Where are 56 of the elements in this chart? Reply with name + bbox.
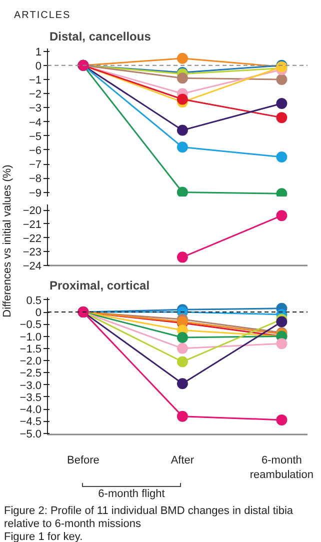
point — [276, 316, 288, 328]
chart-title: Proximal, cortical — [50, 278, 150, 292]
point — [276, 98, 288, 109]
y-tick-label: −6 — [28, 144, 42, 157]
y-tick-label: −7 — [28, 159, 42, 172]
y-tick-label: 1 — [35, 46, 42, 58]
chart-title: Distal, cancellous — [50, 30, 152, 44]
point — [176, 378, 188, 390]
y-tick-label: −9 — [28, 187, 42, 200]
point — [176, 72, 188, 84]
point — [176, 342, 188, 354]
point — [276, 414, 288, 426]
y-tick-label: −24 — [22, 260, 42, 272]
point — [176, 94, 188, 105]
text: ARTICLES — [14, 9, 71, 23]
point — [276, 74, 288, 85]
point — [276, 152, 288, 163]
y-tick-label: −1.0 — [20, 331, 42, 344]
y-tick-label: −8 — [28, 173, 42, 186]
point — [176, 186, 188, 196]
y-tick-label: −0.5 — [20, 319, 42, 332]
y-tick-label: −2.0 — [20, 356, 42, 368]
y-tick-label: −3 — [28, 102, 42, 115]
y-tick-label: −23 — [22, 246, 42, 259]
caption: Figure 1 for key. — [4, 531, 84, 542]
y-tick-label: −3.5 — [20, 392, 42, 404]
point — [276, 112, 288, 124]
y-tick-label: −1 — [28, 74, 42, 87]
y-tick-label: −5.0 — [20, 428, 42, 440]
y-tick-label: −3.0 — [20, 380, 42, 392]
y-tick-label: −1.5 — [20, 343, 42, 356]
y-axis-title: Differences vs initial values (%) — [2, 164, 14, 318]
y-tick-label: −4.5 — [20, 416, 42, 428]
point — [176, 124, 188, 136]
point — [276, 338, 288, 350]
point — [176, 356, 188, 368]
y-tick-label: −4.0 — [20, 404, 42, 416]
x-tick-label: Before — [67, 454, 100, 466]
y-tick-label: −5 — [28, 130, 42, 143]
point — [176, 52, 188, 64]
y-tick-label: −2.5 — [20, 368, 42, 380]
point — [176, 142, 188, 153]
point — [176, 332, 188, 343]
point — [176, 410, 188, 422]
text: 6-month flight — [97, 487, 166, 502]
y-tick-label: 0.5 — [26, 294, 42, 307]
y-tick-label: −2 — [28, 88, 42, 101]
x-tick-label: After — [170, 454, 194, 466]
y-tick-label: 0 — [35, 307, 42, 320]
y-tick-label: −4 — [28, 116, 42, 129]
caption: Figure 2: Profile of 11 individual BMD changes in distal tibia relative to 6-month missions — [4, 505, 294, 531]
y-tick-label: 0 — [35, 60, 42, 72]
x-tick-label: 6-month reambulation — [250, 454, 314, 481]
y-tick-label: −22 — [22, 232, 42, 245]
y-tick-label: −20 — [22, 205, 42, 218]
y-tick-label: −21 — [22, 218, 42, 231]
